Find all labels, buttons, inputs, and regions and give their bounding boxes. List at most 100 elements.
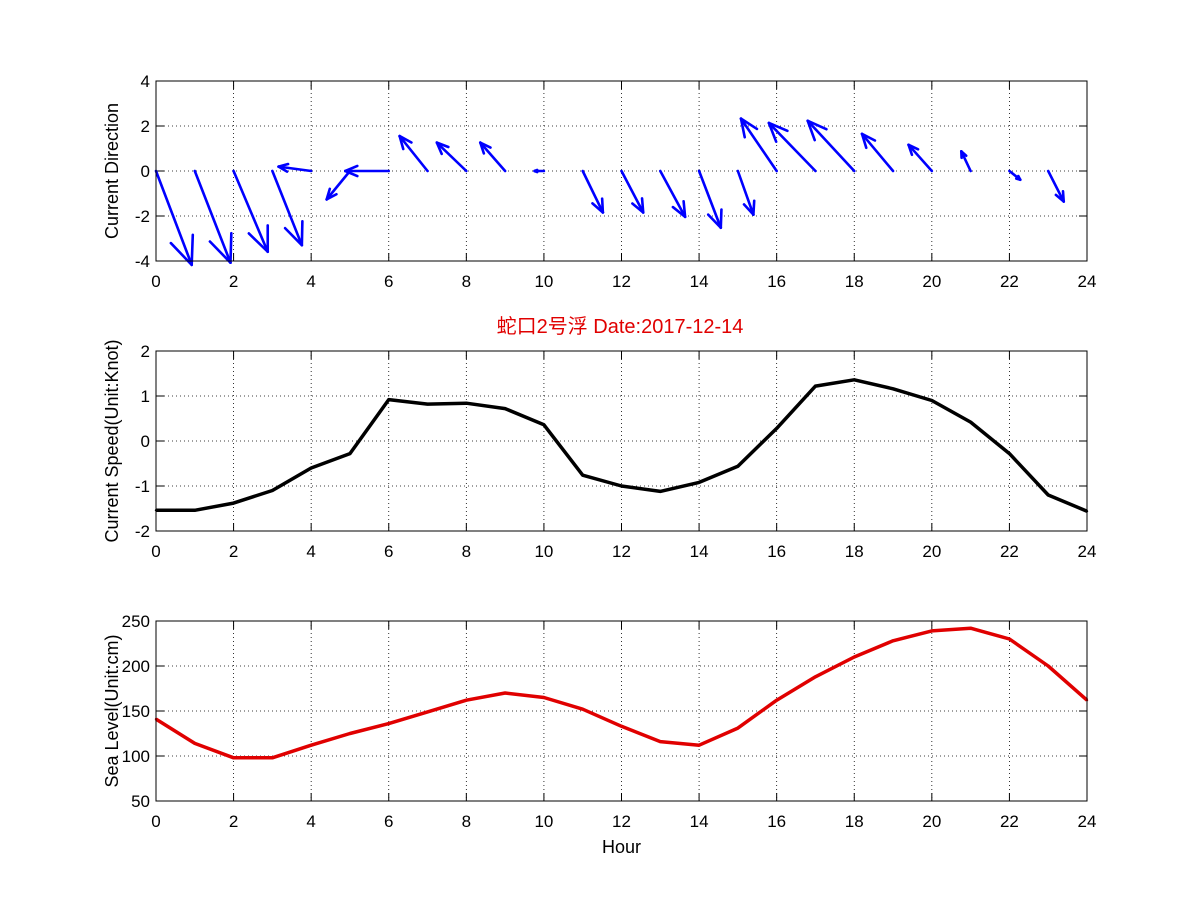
- data-point: [1047, 664, 1050, 668]
- sea-level-axes-frame: [155, 620, 1088, 802]
- quiver-arrow: [398, 134, 429, 173]
- data-point: [930, 629, 934, 633]
- data-point: [620, 725, 623, 728]
- quiver-arrow: [739, 117, 778, 173]
- x-tick-label: 14: [690, 272, 709, 291]
- quiver-arrow: [271, 169, 304, 247]
- data-point: [348, 732, 352, 735]
- data-point: [891, 387, 895, 390]
- x-tick-label: 20: [922, 812, 941, 831]
- x-tick-label: 22: [1000, 542, 1019, 561]
- x-tick-label: 24: [1078, 542, 1097, 561]
- x-tick-label: 24: [1078, 812, 1097, 831]
- quiver-arrow: [907, 143, 934, 173]
- data-point: [348, 452, 352, 455]
- current-speed-axes-frame: [155, 350, 1088, 532]
- quiver-arrow: [960, 150, 972, 173]
- data-point: [387, 398, 390, 401]
- arrow-shaft: [860, 132, 895, 173]
- arrow-shaft: [232, 169, 270, 254]
- data-point: [1008, 637, 1011, 641]
- arrow-head: [640, 197, 645, 214]
- arrow-shaft: [620, 169, 645, 214]
- arrow-head: [739, 117, 747, 139]
- quiver-arrow: [1008, 169, 1022, 182]
- data-point: [736, 465, 740, 468]
- arrow-head: [767, 121, 778, 143]
- data-point: [309, 466, 313, 470]
- x-tick-label: 0: [151, 812, 160, 831]
- arrow-shaft: [478, 141, 507, 173]
- quiver-arrow: [478, 141, 507, 173]
- x-tick-label: 2: [229, 542, 238, 561]
- y-tick-label: 0: [141, 162, 150, 181]
- data-point: [775, 427, 778, 430]
- y-tick-label: 0: [141, 432, 150, 451]
- arrow-head: [1014, 177, 1022, 182]
- x-tick-label: 18: [845, 812, 864, 831]
- data-point: [697, 744, 701, 747]
- data-point: [659, 740, 662, 743]
- arrow-shaft: [398, 134, 429, 173]
- x-tick-label: 16: [767, 812, 786, 831]
- x-tick-label: 14: [690, 542, 709, 561]
- arrow-head: [706, 213, 723, 230]
- y-tick-label: 100: [122, 747, 150, 766]
- arrow-head: [806, 119, 816, 142]
- x-tick-label: 6: [384, 812, 393, 831]
- x-tick-label: 10: [534, 812, 553, 831]
- y-tick-label: 4: [141, 72, 150, 91]
- x-tick-label: 8: [462, 542, 471, 561]
- data-point: [853, 655, 856, 659]
- arrow-head: [478, 141, 486, 155]
- data-point: [853, 378, 856, 381]
- quiver-arrow: [1046, 169, 1066, 203]
- data-point: [620, 484, 623, 488]
- y-tick-label: 50: [131, 792, 150, 811]
- arrow-shaft: [806, 119, 856, 173]
- arrow-head: [229, 231, 233, 264]
- arrow-shaft: [581, 169, 605, 214]
- data-point: [503, 407, 507, 410]
- data-point: [697, 481, 701, 484]
- x-tick-label: 12: [612, 272, 631, 291]
- x-tick-label: 2: [229, 812, 238, 831]
- x-tick-label: 14: [690, 812, 709, 831]
- quiver-arrow: [697, 169, 723, 230]
- data-point: [930, 399, 934, 402]
- arrow-head: [533, 168, 539, 173]
- current-direction-axes-frame: [155, 80, 1088, 262]
- x-tick-label: 4: [306, 272, 315, 291]
- quiver-arrow: [325, 169, 352, 201]
- arrow-head: [277, 162, 290, 168]
- arrow-head: [767, 121, 789, 133]
- quiver-arrow: [581, 169, 605, 214]
- x-tick-label: 12: [612, 812, 631, 831]
- arrow-head: [325, 192, 338, 201]
- x-tick-label: 0: [151, 272, 160, 291]
- y-tick-label: 200: [122, 657, 150, 676]
- arrow-head: [344, 164, 359, 173]
- arrow-shaft: [154, 169, 193, 267]
- data-point: [465, 402, 468, 405]
- data-point: [969, 627, 972, 630]
- arrow-head: [398, 134, 413, 144]
- arrow-head: [860, 132, 868, 150]
- y-axis-label: Current Speed(Unit:Knot): [102, 339, 122, 542]
- x-tick-label: 4: [306, 812, 315, 831]
- figure-title: 蛇口2号浮 Date:2017-12-14: [497, 315, 744, 338]
- quiver-arrow: [767, 121, 817, 173]
- data-point: [1008, 452, 1011, 455]
- data-point: [891, 639, 895, 642]
- x-tick-label: 20: [922, 272, 941, 291]
- x-tick-label: 8: [462, 272, 471, 291]
- x-tick-label: 22: [1000, 272, 1019, 291]
- data-point: [387, 722, 390, 725]
- arrow-shaft: [325, 169, 352, 201]
- x-tick-label: 10: [534, 272, 553, 291]
- arrow-shaft: [697, 169, 723, 230]
- x-tick-label: 12: [612, 542, 631, 561]
